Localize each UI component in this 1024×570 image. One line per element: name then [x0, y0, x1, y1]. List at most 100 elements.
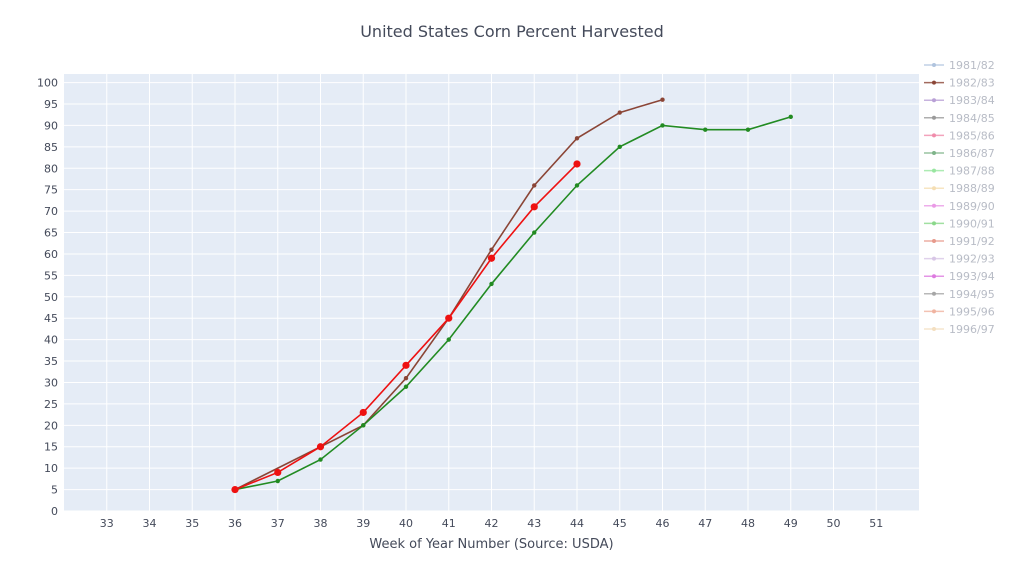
data-point[interactable] — [574, 136, 580, 141]
legend-swatch-marker — [932, 151, 936, 155]
legend-swatch-marker — [932, 80, 936, 85]
legend-swatch-marker — [932, 274, 936, 279]
y-tick-label: 15 — [44, 441, 58, 454]
x-tick-label: 34 — [143, 517, 157, 530]
x-tick-label: 33 — [100, 517, 114, 530]
x-tick-label: 41 — [442, 517, 456, 530]
legend-item[interactable]: 1989/90 — [924, 200, 995, 213]
data-point[interactable] — [318, 457, 323, 462]
data-point[interactable] — [660, 97, 665, 102]
x-tick-label: 37 — [271, 517, 285, 530]
x-tick-label: 46 — [656, 517, 670, 530]
legend-item[interactable]: 1992/93 — [924, 253, 995, 266]
data-point[interactable] — [745, 127, 751, 132]
data-point[interactable] — [487, 254, 496, 262]
legend-label: 1981/82 — [949, 59, 995, 72]
data-point[interactable] — [788, 114, 793, 120]
legend-item[interactable]: 1996/97 — [924, 323, 995, 336]
grid-lines — [64, 74, 919, 512]
y-tick-label: 20 — [44, 419, 58, 432]
data-point[interactable] — [403, 375, 409, 381]
legend-item[interactable]: 1981/82 — [924, 59, 995, 72]
x-tick-label: 45 — [613, 517, 627, 530]
data-point[interactable] — [402, 361, 410, 369]
legend-swatch-marker — [932, 168, 936, 173]
legend-label: 1989/90 — [949, 200, 995, 213]
y-tick-label: 40 — [44, 334, 58, 347]
y-tick-label: 85 — [44, 141, 58, 154]
x-tick-label: 43 — [527, 517, 541, 530]
data-point[interactable] — [275, 478, 280, 484]
data-point[interactable] — [489, 247, 494, 252]
data-point[interactable] — [660, 123, 665, 128]
legend-item[interactable]: 1987/88 — [924, 165, 995, 178]
y-tick-label: 75 — [44, 184, 58, 197]
data-point[interactable] — [489, 281, 494, 287]
data-point[interactable] — [446, 337, 451, 342]
legend-item[interactable]: 1995/96 — [924, 305, 995, 318]
legend-label: 1987/88 — [949, 165, 995, 178]
y-tick-label: 90 — [44, 119, 58, 132]
legend-item[interactable]: 1983/84 — [924, 94, 995, 107]
y-tick-label: 50 — [44, 291, 58, 304]
x-tick-label: 50 — [827, 517, 841, 530]
data-point[interactable] — [573, 160, 581, 168]
legend-swatch-marker — [932, 63, 936, 67]
legend-item[interactable]: 1985/86 — [924, 129, 995, 142]
x-tick-label: 47 — [698, 517, 712, 530]
x-tick-label: 39 — [356, 517, 370, 530]
legend-item[interactable]: 1994/95 — [924, 288, 995, 301]
x-axis-title: Week of Year Number (Source: USDA) — [369, 537, 613, 552]
legend-label: 1994/95 — [949, 288, 995, 301]
legend[interactable]: 1981/82 1982/83 1983/84 1984/85 1985/86 1986/… — [924, 59, 995, 336]
data-point[interactable] — [617, 144, 622, 150]
data-point[interactable] — [574, 183, 580, 188]
legend-swatch-marker — [932, 239, 936, 243]
legend-swatch-marker — [932, 256, 936, 261]
legend-item[interactable]: 1988/89 — [924, 182, 995, 195]
legend-item[interactable]: 1991/92 — [924, 235, 995, 248]
data-point[interactable] — [274, 468, 282, 477]
legend-item[interactable]: 1993/94 — [924, 270, 995, 283]
data-point[interactable] — [530, 203, 538, 211]
legend-item[interactable]: 1984/85 — [924, 112, 995, 125]
legend-swatch-marker — [932, 203, 936, 208]
legend-item[interactable]: 1990/91 — [924, 217, 995, 230]
y-tick-label: 5 — [51, 484, 58, 497]
y-tick-label: 0 — [51, 505, 58, 518]
legend-label: 1992/93 — [949, 253, 995, 266]
data-point[interactable] — [231, 485, 239, 494]
y-tick-label: 100 — [37, 77, 58, 90]
data-point[interactable] — [359, 408, 367, 417]
data-point[interactable] — [361, 423, 366, 428]
y-tick-label: 65 — [44, 227, 58, 240]
data-point[interactable] — [445, 314, 453, 322]
y-tick-label: 55 — [44, 269, 58, 282]
legend-swatch-marker — [932, 327, 936, 331]
x-tick-label: 44 — [570, 517, 584, 530]
legend-label: 1982/83 — [949, 77, 995, 90]
data-point[interactable] — [703, 127, 708, 132]
legend-label: 1988/89 — [949, 182, 995, 195]
data-point[interactable] — [403, 384, 409, 389]
legend-swatch-marker — [932, 133, 936, 138]
legend-swatch-marker — [932, 115, 936, 120]
legend-item[interactable]: 1986/87 — [924, 147, 995, 160]
legend-label: 1995/96 — [949, 305, 995, 318]
legend-label: 1984/85 — [949, 112, 995, 125]
x-tick-label: 38 — [314, 517, 328, 530]
series-lines[interactable] — [231, 97, 793, 494]
legend-swatch-marker — [932, 221, 936, 226]
y-tick-label: 10 — [44, 462, 58, 475]
x-tick-label: 48 — [741, 517, 755, 530]
data-point[interactable] — [316, 443, 325, 451]
data-point[interactable] — [532, 183, 537, 188]
data-point[interactable] — [617, 110, 622, 115]
series-line-16[interactable] — [234, 116, 791, 491]
legend-swatch-marker — [932, 291, 936, 296]
legend-label: 1990/91 — [949, 217, 995, 230]
y-tick-label: 80 — [44, 162, 58, 175]
data-point[interactable] — [532, 230, 537, 235]
legend-item[interactable]: 1982/83 — [924, 77, 995, 90]
